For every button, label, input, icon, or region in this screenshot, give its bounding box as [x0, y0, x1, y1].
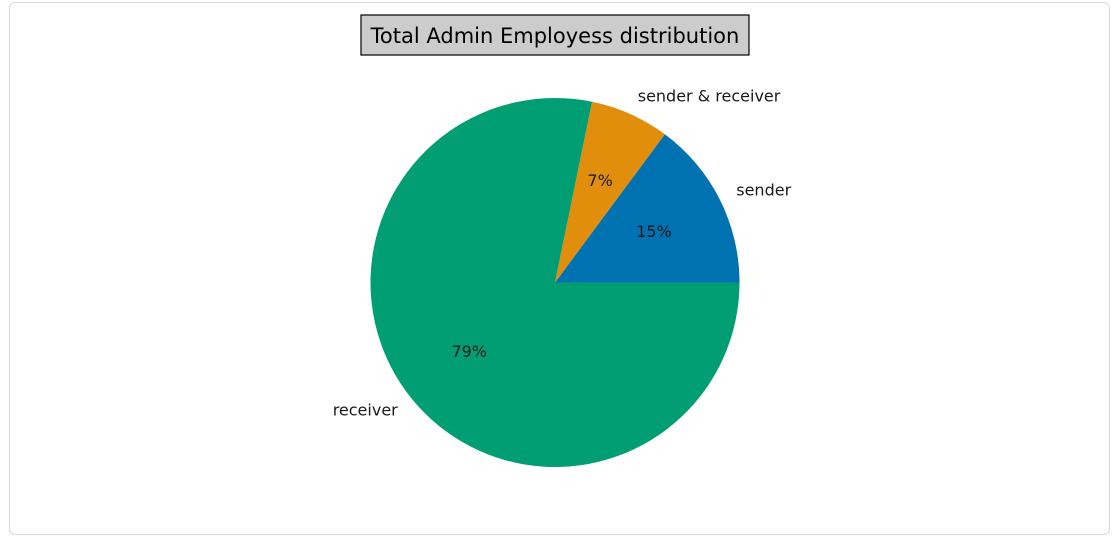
pie-percent-label: 15%	[636, 222, 672, 241]
pie-percent-label: 7%	[587, 171, 612, 190]
pie-slice-sender-receiver	[555, 101, 665, 283]
pie-category-label: receiver	[333, 400, 398, 419]
pie-slices	[370, 98, 740, 468]
pie-percent-label: 79%	[451, 342, 487, 361]
chart-title-group: Total Admin Employess distribution	[360, 14, 750, 56]
chart-title: Total Admin Employess distribution	[370, 24, 740, 48]
pie-labels: 15% sender 7% sender & receiver 79% receiver	[333, 87, 792, 420]
pie-slice-sender	[555, 134, 740, 283]
chart-title-box	[360, 14, 750, 56]
pie-slice-receiver	[370, 98, 740, 468]
pie-category-label: sender	[736, 181, 791, 200]
pie-category-label: sender & receiver	[638, 87, 781, 106]
